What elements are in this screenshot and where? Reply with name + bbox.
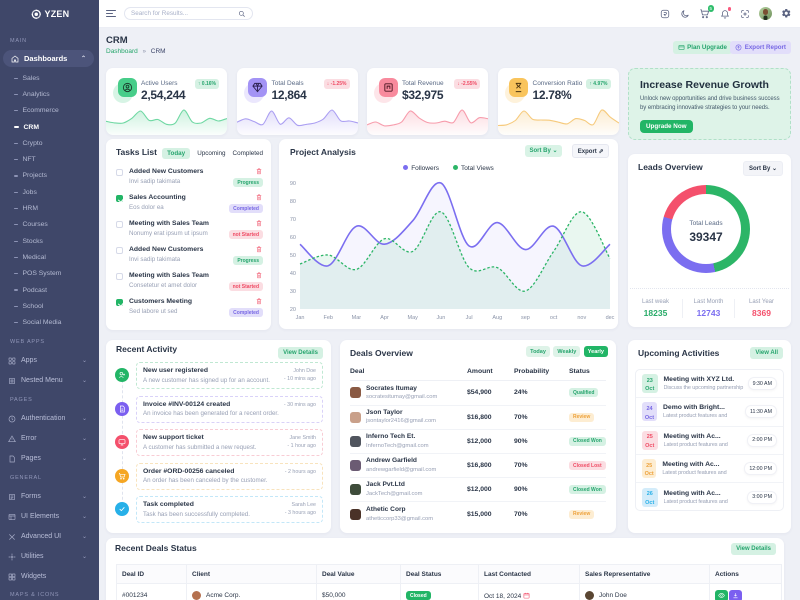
svg-text:dec: dec xyxy=(606,315,615,321)
svg-text:30: 30 xyxy=(290,289,296,295)
svg-text:70: 70 xyxy=(290,217,296,223)
svg-text:Jan: Jan xyxy=(296,315,305,321)
svg-text:Mar: Mar xyxy=(352,315,362,321)
svg-text:90: 90 xyxy=(290,181,296,187)
svg-text:May: May xyxy=(408,315,419,321)
svg-text:Apr: Apr xyxy=(380,315,389,321)
svg-text:sep: sep xyxy=(521,315,530,321)
svg-text:Jun: Jun xyxy=(436,315,445,321)
svg-text:80: 80 xyxy=(290,199,296,205)
svg-text:nov: nov xyxy=(577,315,586,321)
svg-text:Aug: Aug xyxy=(492,315,502,321)
svg-text:60: 60 xyxy=(290,235,296,241)
svg-text:20: 20 xyxy=(290,307,296,313)
svg-text:40: 40 xyxy=(290,271,296,277)
svg-text:oct: oct xyxy=(550,315,558,321)
svg-text:50: 50 xyxy=(290,253,296,259)
svg-text:Feb: Feb xyxy=(323,315,332,321)
svg-text:Jul: Jul xyxy=(466,315,473,321)
